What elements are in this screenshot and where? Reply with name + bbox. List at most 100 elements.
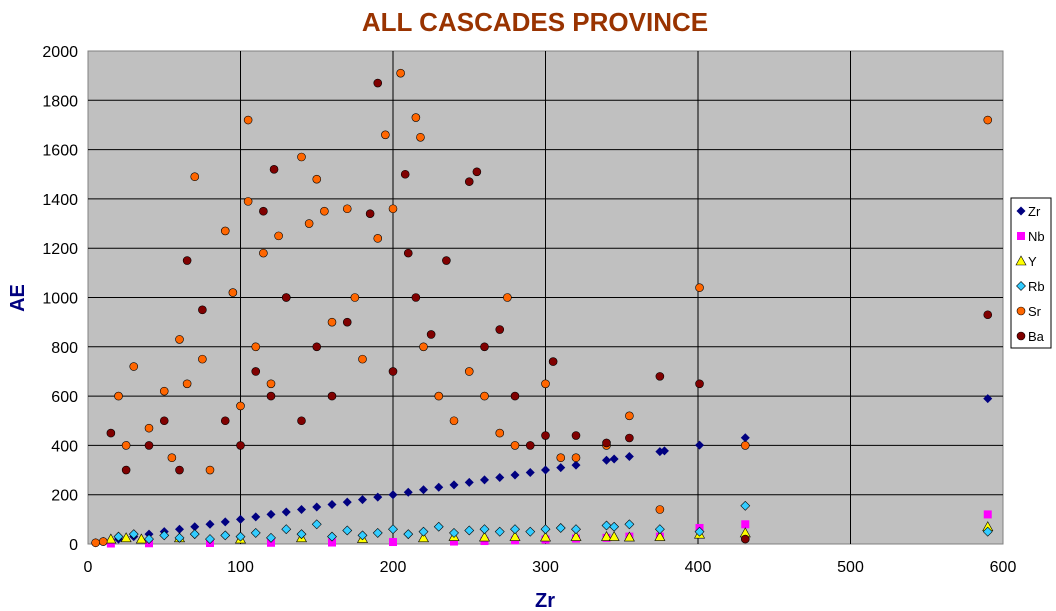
data-point xyxy=(327,500,337,510)
data-point xyxy=(478,531,491,542)
data-point xyxy=(182,256,192,265)
data-point xyxy=(205,534,215,544)
data-point xyxy=(182,379,192,389)
data-point xyxy=(695,283,704,292)
data-point xyxy=(297,152,306,162)
series-sr xyxy=(91,68,993,548)
data-point xyxy=(571,524,581,535)
data-point xyxy=(388,524,398,535)
data-point xyxy=(266,532,276,543)
data-point xyxy=(659,446,669,456)
data-point xyxy=(144,423,154,433)
data-point xyxy=(609,454,619,464)
data-point xyxy=(740,441,750,450)
y-tick-label: 0 xyxy=(69,537,78,554)
data-point xyxy=(106,539,115,548)
data-point xyxy=(228,288,238,297)
x-tick-label: 600 xyxy=(990,559,1017,576)
data-point xyxy=(296,529,307,540)
data-point xyxy=(541,465,550,475)
data-point xyxy=(655,505,665,514)
data-point xyxy=(555,523,566,533)
y-tick-label: 1800 xyxy=(42,93,78,110)
data-point xyxy=(327,317,337,327)
data-point xyxy=(121,465,131,475)
data-point xyxy=(159,530,170,541)
data-point xyxy=(259,248,268,258)
data-point xyxy=(269,165,279,174)
data-point xyxy=(105,533,117,544)
data-point xyxy=(358,354,367,364)
data-point xyxy=(983,115,993,125)
legend-marker xyxy=(1016,206,1026,216)
data-point xyxy=(328,538,336,547)
data-point xyxy=(539,531,552,542)
data-point xyxy=(266,391,276,401)
data-point xyxy=(98,537,108,546)
legend-marker xyxy=(1017,232,1025,240)
data-point xyxy=(144,441,154,450)
gridlines xyxy=(88,51,1003,544)
data-point xyxy=(600,530,613,541)
data-point xyxy=(740,433,750,443)
data-point xyxy=(655,372,665,381)
data-point xyxy=(174,532,185,543)
legend-label: Y xyxy=(1028,254,1037,269)
data-point xyxy=(198,354,207,364)
data-point xyxy=(267,538,275,547)
series-ba xyxy=(106,78,993,544)
data-point xyxy=(236,514,245,524)
legend-marker xyxy=(1016,281,1026,291)
data-point xyxy=(297,416,306,426)
data-point xyxy=(357,530,368,541)
data-point xyxy=(556,453,566,463)
data-point xyxy=(190,172,200,182)
data-point xyxy=(236,401,245,411)
data-point xyxy=(442,256,451,265)
data-point xyxy=(220,517,230,527)
x-axis-ticks: 0 100 200 300 400 500 600 xyxy=(84,559,1017,576)
data-point xyxy=(113,531,124,542)
y-tick-label: 600 xyxy=(51,389,78,406)
data-point xyxy=(495,325,505,334)
data-point xyxy=(740,534,750,544)
data-point xyxy=(602,438,611,448)
data-point xyxy=(450,537,458,546)
data-point xyxy=(312,342,322,352)
data-point xyxy=(525,468,535,478)
data-point xyxy=(175,465,184,475)
data-point xyxy=(556,463,566,473)
data-point xyxy=(417,532,430,543)
data-point xyxy=(654,524,665,535)
data-point xyxy=(602,455,611,465)
y-tick-label: 200 xyxy=(51,488,78,505)
data-point xyxy=(695,379,704,389)
data-point xyxy=(106,428,116,438)
data-point xyxy=(449,480,459,490)
legend-marker xyxy=(1016,331,1026,341)
data-point xyxy=(373,492,383,502)
data-point xyxy=(358,495,367,505)
data-point xyxy=(159,386,169,396)
data-point xyxy=(388,367,398,376)
data-point xyxy=(189,529,200,540)
y-tick-label: 1600 xyxy=(42,143,78,160)
data-point xyxy=(144,534,154,544)
data-point xyxy=(541,431,550,440)
data-point xyxy=(571,460,581,470)
x-tick-label: 200 xyxy=(380,559,407,576)
data-point xyxy=(251,342,261,352)
data-point xyxy=(251,512,261,522)
data-point xyxy=(624,519,635,530)
data-point xyxy=(540,524,551,535)
data-point xyxy=(175,524,184,534)
y-axis-ticks: 0 200 400 600 800 1000 1200 1400 1600 1800 2000 xyxy=(42,44,78,554)
data-point xyxy=(480,391,489,401)
y-tick-label: 1000 xyxy=(42,291,78,308)
data-point xyxy=(342,204,352,214)
data-point xyxy=(541,379,550,389)
data-point xyxy=(205,519,215,529)
data-point xyxy=(695,440,705,450)
data-point xyxy=(167,453,177,463)
series-zr xyxy=(91,394,993,548)
